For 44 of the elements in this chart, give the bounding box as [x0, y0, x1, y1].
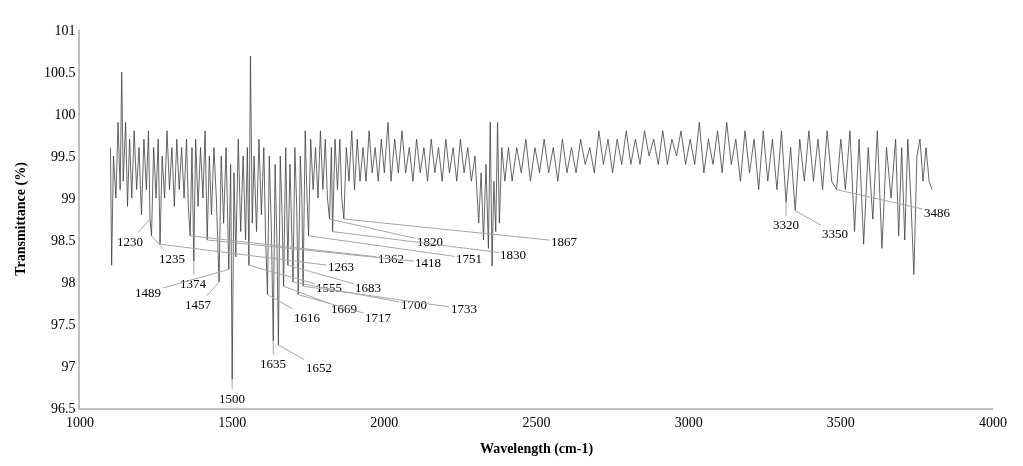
annotation: 1683	[355, 280, 381, 295]
annotation: 1362	[378, 251, 404, 266]
annotation: 1830	[500, 247, 526, 262]
y-tick-label: 98.5	[50, 232, 76, 248]
y-axis-title: Transmittance (%)	[13, 161, 30, 276]
x-axis-title: Wavelength (cm-1)	[479, 441, 594, 458]
annotation: 1418	[415, 255, 441, 270]
x-tick-label: 1500	[218, 414, 247, 430]
annotation: 1235	[159, 251, 185, 266]
annotation: 1867	[551, 234, 578, 249]
y-tick-label: 96.5	[50, 400, 76, 416]
x-tick-label: 4000	[979, 414, 1007, 430]
x-tick-label: 1000	[66, 414, 94, 430]
annotation: 3350	[822, 226, 848, 241]
annotation: 1263	[328, 259, 354, 274]
y-tick-label: 99	[61, 190, 76, 206]
annotation: 1733	[451, 301, 477, 316]
y-tick-label: 100.5	[43, 64, 76, 80]
annotation: 1500	[219, 391, 245, 406]
x-tick-label: 2500	[522, 414, 551, 430]
y-tick-label: 98	[61, 274, 76, 290]
y-tick-label: 97	[61, 358, 76, 374]
annotation: 1616	[294, 310, 321, 325]
annotation: 3320	[773, 217, 799, 232]
annotation: 1700	[401, 297, 427, 312]
annotation: 1652	[306, 360, 332, 375]
y-tick-label: 99.5	[50, 148, 76, 164]
y-tick-label: 100	[54, 106, 76, 122]
annotation: 1457	[185, 297, 212, 312]
annotation: 1374	[180, 276, 207, 291]
annotation: 1635	[260, 356, 286, 371]
x-tick-label: 2000	[370, 414, 399, 430]
annotation: 3486	[924, 205, 951, 220]
annotation: 1669	[331, 301, 357, 316]
annotation: 1820	[417, 234, 443, 249]
annotation: 1717	[365, 310, 392, 325]
x-tick-label: 3000	[674, 414, 703, 430]
annotation: 1555	[316, 280, 342, 295]
annotation: 1489	[135, 285, 161, 300]
y-tick-label: 97.5	[50, 316, 76, 332]
y-tick-label: 101	[54, 22, 76, 38]
x-tick-label: 3500	[826, 414, 855, 430]
annotation: 1751	[456, 251, 482, 266]
annotation: 1230	[117, 234, 143, 249]
